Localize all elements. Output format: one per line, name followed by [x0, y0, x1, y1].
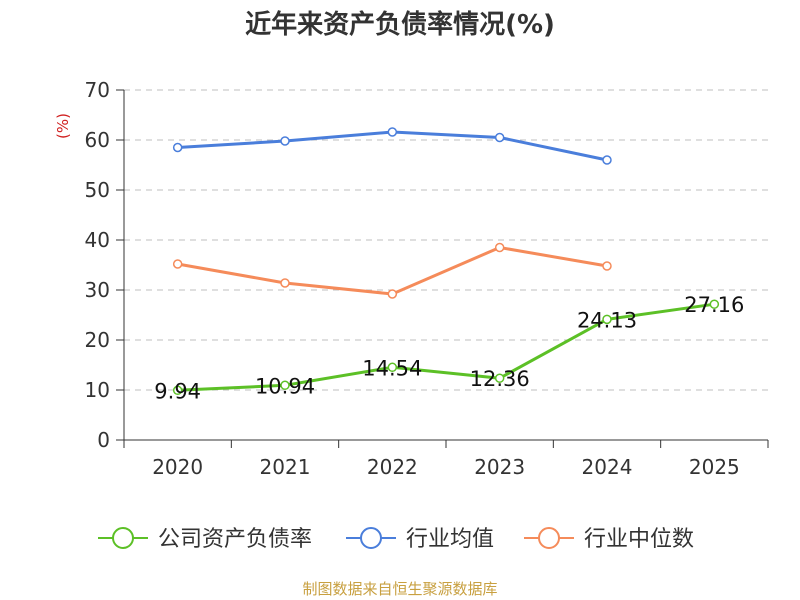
data-point — [280, 380, 290, 391]
legend[interactable]: 公司资产负债率 行业均值 行业中位数 — [98, 527, 694, 552]
data-point — [387, 289, 398, 299]
data-point — [494, 373, 505, 383]
data-point — [602, 155, 612, 165]
data-point — [387, 362, 398, 373]
x-tick-label: 2022 — [367, 455, 418, 479]
y-tick-label: 0 — [97, 428, 110, 452]
y-tick-label: 30 — [85, 278, 110, 302]
data-point — [280, 136, 290, 146]
legend-item[interactable]: 公司资产负债率 — [98, 527, 312, 552]
y-tick-label: 70 — [85, 78, 110, 102]
legend-item[interactable]: 行业中位数 — [524, 527, 694, 552]
series-line — [177, 302, 715, 392]
data-label: 12.36 — [470, 367, 530, 391]
legend-marker — [538, 527, 560, 549]
data-labels: 9.94 10.94 14.54 12.36 24.13 27.16 — [154, 293, 744, 403]
data-point — [494, 132, 505, 143]
data-point — [172, 259, 183, 269]
axes: 0 10 20 30 40 50 60 70 2020 2021 2022 2023 2024 2025 — [85, 78, 769, 479]
data-point — [494, 242, 505, 253]
data-point — [387, 127, 398, 137]
legend-label: 行业中位数 — [584, 527, 694, 552]
legend-item[interactable]: 行业均值 — [346, 527, 494, 552]
data-point — [709, 299, 720, 309]
x-tick-label: 2025 — [689, 455, 740, 479]
series-line — [177, 246, 608, 296]
gridlines — [124, 89, 768, 391]
data-point — [602, 261, 612, 271]
x-tick-label: 2021 — [260, 455, 311, 479]
y-axis-unit-label: (%) — [54, 113, 72, 139]
series-group — [172, 127, 720, 396]
data-point — [280, 278, 290, 288]
data-label: 14.54 — [362, 356, 422, 380]
y-tick-label: 20 — [85, 328, 110, 352]
x-tick-label: 2024 — [582, 455, 633, 479]
x-tick-label: 2023 — [474, 455, 525, 479]
y-tick-label: 40 — [85, 228, 110, 252]
legend-label: 公司资产负债率 — [158, 527, 312, 552]
legend-marker — [360, 527, 382, 549]
chart-title: 近年来资产负债率情况(%) — [245, 10, 555, 40]
data-point — [172, 142, 183, 153]
x-tick-label: 2020 — [152, 455, 203, 479]
data-point — [172, 385, 183, 396]
y-tick-label: 10 — [85, 378, 110, 402]
data-point — [602, 314, 612, 325]
data-label: 27.16 — [684, 293, 744, 317]
y-tick-label: 60 — [85, 128, 110, 152]
data-label: 9.94 — [154, 379, 201, 403]
data-label: 10.94 — [255, 374, 315, 398]
data-label: 24.13 — [577, 308, 637, 332]
legend-marker — [112, 527, 134, 549]
y-tick-label: 50 — [85, 178, 110, 202]
legend-label: 行业均值 — [406, 527, 494, 552]
source-note: 制图数据来自恒生聚源数据库 — [302, 580, 498, 598]
